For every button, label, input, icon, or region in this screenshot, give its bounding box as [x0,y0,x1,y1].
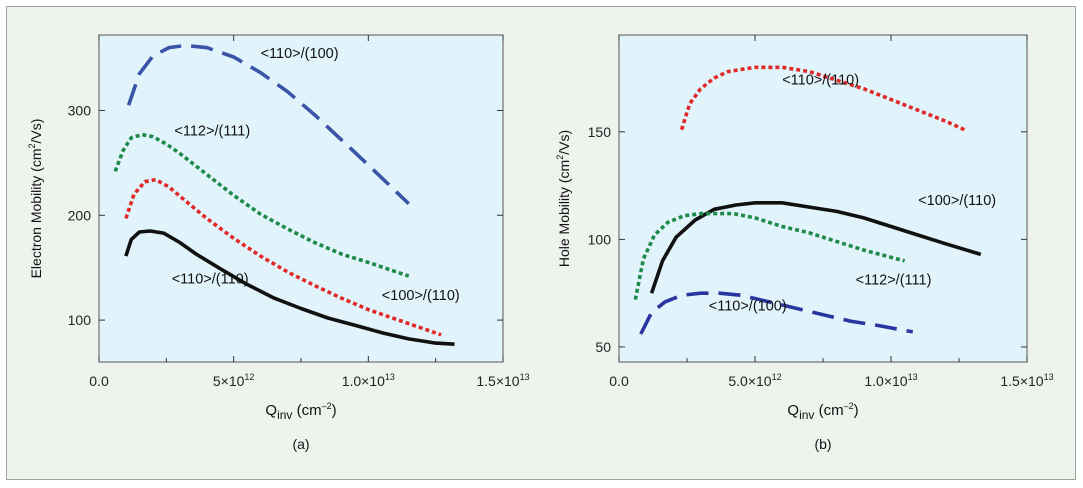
plot-area [98,34,504,363]
series-label: <110>/(100) [261,46,339,62]
y-tick-label: 300 [68,102,92,118]
panel-label: (b) [814,436,831,452]
series-label: <100>/(110) [918,193,996,209]
y-tick-label: 50 [595,339,611,355]
series-line [639,291,914,335]
x-tick-label: 1.5×1013 [476,372,529,389]
chart-panel-b: 0.0 5.0×1012 1.0×1013 1.5×1013 50 100 150 <110>… [555,34,1054,452]
series-line [126,43,410,205]
series-line [649,201,982,294]
y-axis-title: Electron Mobility (cm2/Vs) [27,119,44,279]
series-label: <112>/(111) [856,273,932,289]
x-axis-title: Qinv (cm–2) [787,401,858,422]
x-tick-label: 1.0×1013 [342,372,395,389]
figure-panel: 0.0 5×1012 1.0×1013 1.5×1013 100 200 300 <110>/… [6,6,1076,480]
series-label: <100>/(110) [382,288,460,304]
series-line [124,177,442,337]
y-tick-label: 100 [588,231,612,247]
x-tick-label: 0.0 [89,373,109,389]
y-axis-title: Hole Mobility (cm2/Vs) [555,130,572,267]
series-label: <110>/(100) [709,298,787,314]
x-tick-label: 1.5×1013 [1000,372,1053,389]
x-tick-label: 0.0 [609,373,629,389]
chart-panel-a: 0.0 5×1012 1.0×1013 1.5×1013 100 200 300 <110>/… [27,34,530,452]
series-line [124,229,455,346]
x-axis-title: Qinv (cm–2) [265,401,336,422]
series-label: <110>/(110) [172,271,249,287]
x-tick-label: 5×1012 [213,372,255,389]
plot-area [618,34,1028,363]
series-label: <110>/(110) [782,72,859,88]
series-label: <112>/(111) [174,124,250,140]
y-tick-label: 200 [68,207,92,223]
panel-label: (a) [292,436,309,452]
x-tick-label: 5.0×1012 [728,372,781,389]
chart-canvas: 0.0 5×1012 1.0×1013 1.5×1013 100 200 300 <110>/… [27,34,1054,452]
series-line [633,211,906,300]
y-tick-label: 100 [68,312,92,328]
y-tick-label: 150 [588,124,612,140]
x-tick-label: 1.0×1013 [864,372,917,389]
